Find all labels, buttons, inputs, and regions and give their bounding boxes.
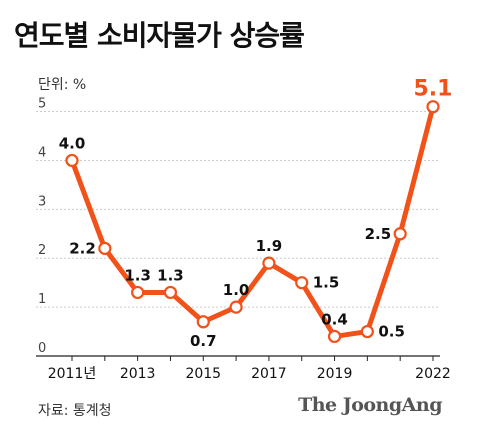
data-point xyxy=(98,241,112,256)
data-label: 1.0 xyxy=(223,281,250,299)
data-point xyxy=(65,153,79,168)
data-label: 0.5 xyxy=(378,323,405,341)
y-tick-label: 2 xyxy=(38,243,46,258)
axes: 0 1 2 3 4 5 2011년 2013 2015 2017 2019 2022 xyxy=(36,97,451,382)
data-label-highlight: 5.1 xyxy=(414,77,453,102)
data-point xyxy=(393,227,407,241)
data-label: 1.5 xyxy=(313,274,340,292)
data-label: 1.9 xyxy=(256,237,283,255)
data-label: 4.0 xyxy=(59,134,86,152)
y-tick-label: 1 xyxy=(38,292,46,307)
y-tick-label: 0 xyxy=(38,341,46,356)
y-tick-label: 3 xyxy=(38,194,46,209)
chart-title: 연도별 소비자물가 상승률 xyxy=(14,19,305,52)
data-labels: 4.0 2.2 1.3 1.3 0.7 1.0 1.9 1.5 0.4 0.5 2.5 5.1 xyxy=(59,77,453,350)
data-label: 0.7 xyxy=(190,332,217,350)
data-label: 2.2 xyxy=(69,239,96,257)
data-label: 1.3 xyxy=(124,266,151,284)
data-label: 1.3 xyxy=(157,266,184,284)
data-point xyxy=(262,256,276,270)
data-point xyxy=(360,324,374,339)
data-label: 0.4 xyxy=(321,310,348,328)
data-label: 2.5 xyxy=(365,225,392,243)
grid-lines xyxy=(36,111,440,308)
data-point xyxy=(327,329,342,344)
data-point xyxy=(426,100,440,114)
data-point xyxy=(131,285,145,300)
x-tick-label: 2011년 xyxy=(48,366,97,382)
data-point xyxy=(295,276,309,290)
data-point xyxy=(196,315,210,329)
unit-label: 단위: % xyxy=(38,77,87,93)
x-tick-label: 2015 xyxy=(185,366,221,382)
source-note: 자료: 통계청 xyxy=(38,403,112,419)
x-tick-label: 2017 xyxy=(251,366,287,382)
publisher-logo: The JoongAng xyxy=(298,394,442,416)
x-tick-label: 2019 xyxy=(317,366,353,382)
data-points xyxy=(65,100,440,344)
series-line xyxy=(69,104,436,339)
line-chart: 0 1 2 3 4 5 2011년 2013 2015 2017 2019 2022 4.0 2.2 1.… xyxy=(36,77,453,382)
y-tick-label: 5 xyxy=(38,97,46,112)
x-tick-label: 2013 xyxy=(120,366,156,382)
x-tick-label: 2022 xyxy=(415,366,451,382)
data-point xyxy=(229,300,243,314)
y-tick-label: 4 xyxy=(38,145,46,160)
data-point xyxy=(163,285,178,300)
inflation-line xyxy=(69,104,436,339)
